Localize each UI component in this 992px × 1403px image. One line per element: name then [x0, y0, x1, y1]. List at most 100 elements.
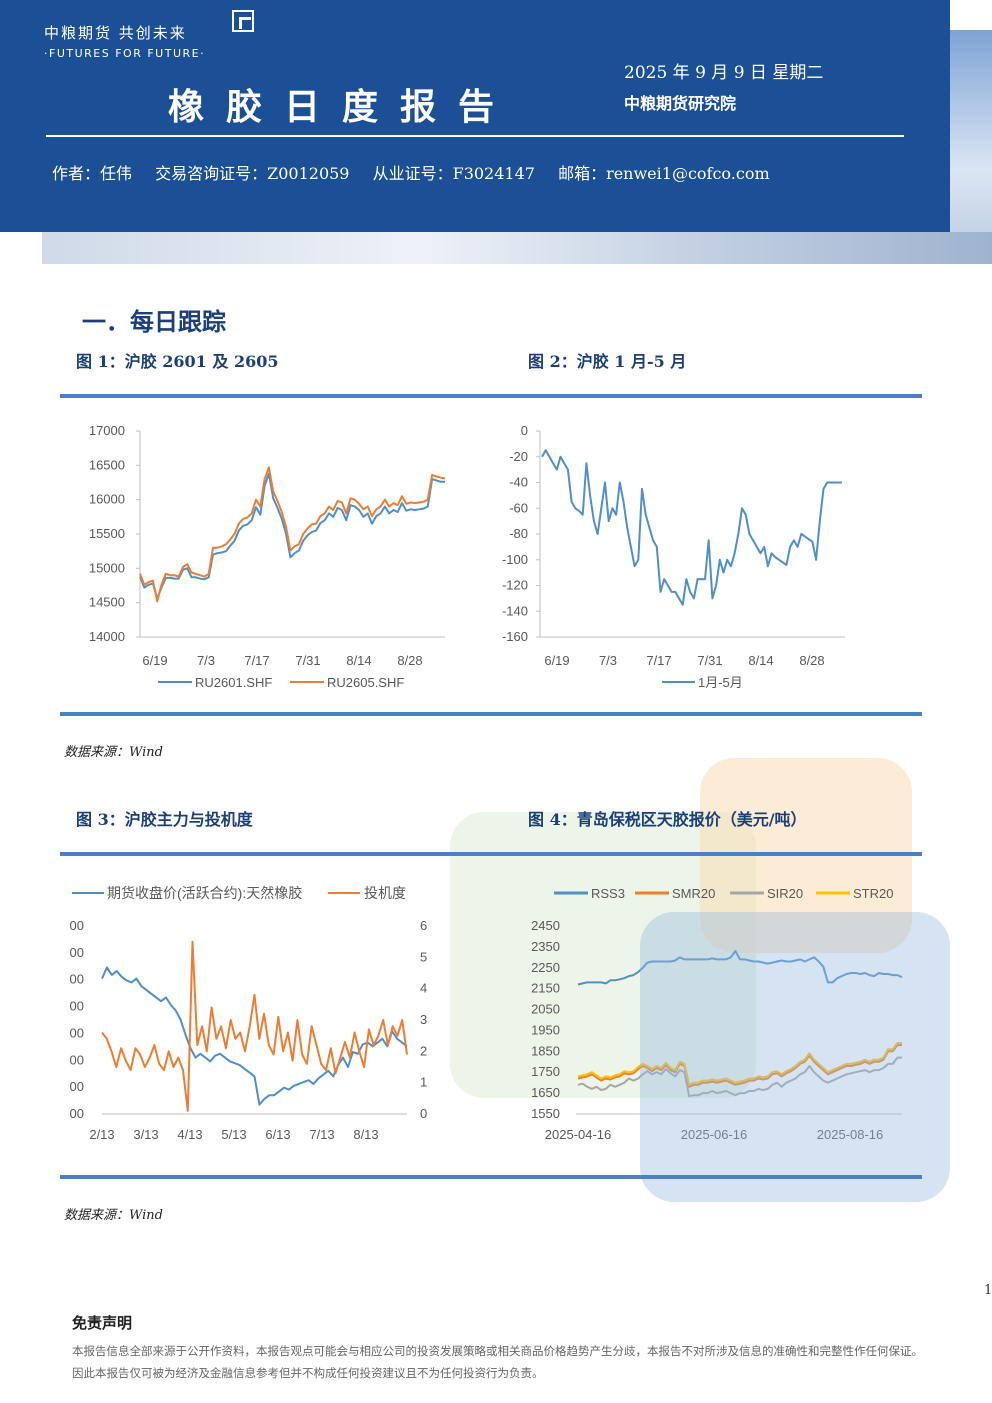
- x-tick-label: 4/13: [177, 1127, 202, 1142]
- y-tick-label: -60: [509, 500, 528, 515]
- figure-3-title: 图 3：沪胶主力与投机度: [76, 810, 253, 829]
- y-tick-label: 1850: [531, 1043, 560, 1058]
- left-y-tick-label: 00: [70, 1052, 84, 1067]
- x-tick-label: 2025-06-16: [681, 1127, 748, 1142]
- right-y-tick-label: 3: [420, 1012, 427, 1027]
- y-tick-label: 1650: [531, 1085, 560, 1100]
- x-tick-label: 7/13: [309, 1127, 334, 1142]
- data-source-note-2: 数据来源：Wind: [64, 1208, 163, 1223]
- x-tick-label: 8/14: [346, 653, 371, 668]
- x-tick-label: 8/28: [799, 653, 824, 668]
- header-decor-strip: [950, 30, 992, 264]
- x-tick-label: 7/31: [295, 653, 320, 668]
- legend-label: 1月-5月: [698, 675, 743, 690]
- y-tick-label: 1950: [531, 1022, 560, 1037]
- y-tick-label: 2150: [531, 981, 560, 996]
- figure-1-title: 图 1：沪胶 2601 及 2605: [76, 352, 279, 371]
- figure-top-rule: [60, 394, 922, 398]
- y-tick-label: 15500: [89, 526, 125, 541]
- author-email[interactable]: 邮箱：renwei1@cofco.com: [558, 164, 770, 183]
- y-tick-label: -80: [509, 526, 528, 541]
- legend-label: RU2605.SHF: [327, 675, 404, 690]
- figure-4-title: 图 4：青岛保税区天胶报价（美元/吨）: [528, 810, 807, 829]
- y-tick-label: 1550: [531, 1106, 560, 1121]
- series-line-1月-5月: [541, 449, 842, 606]
- practice-number: 从业证号：F3024147: [372, 164, 535, 183]
- left-y-tick-label: 00: [70, 1079, 84, 1094]
- y-tick-label: -140: [502, 603, 528, 618]
- y-tick-label: -20: [509, 449, 528, 464]
- legend-label: RU2601.SHF: [195, 675, 272, 690]
- y-tick-label: 16500: [89, 457, 125, 472]
- y-tick-label: 2350: [531, 939, 560, 954]
- figure-bottom-rule-2: [60, 1175, 922, 1179]
- y-tick-label: 17000: [89, 423, 125, 438]
- chart-jan-may-spread: 0 -20 -40 -60 -80 -100 -120 -140 -160 6/19 7/3 7/17…: [502, 423, 845, 690]
- y-tick-label: -100: [502, 552, 528, 567]
- disclaimer-title: 免责声明: [72, 1314, 133, 1332]
- x-tick-label: 2025-08-16: [817, 1127, 884, 1142]
- right-y-tick-label: 0: [420, 1106, 427, 1121]
- series-line-STR20: [577, 1042, 902, 1086]
- y-tick-label: 2250: [531, 960, 560, 975]
- x-tick-label: 7/17: [244, 653, 269, 668]
- x-tick-label: 6/19: [142, 653, 167, 668]
- left-y-tick-label: 00: [70, 918, 84, 933]
- section-title: 一．每日跟踪: [82, 307, 226, 336]
- series-line-SMR20: [577, 1044, 902, 1088]
- series-line-speculation: [101, 940, 408, 1112]
- report-org: 中粮期货研究院: [624, 94, 737, 113]
- decor-block-blue: [640, 912, 950, 1202]
- y-tick-label: 14000: [89, 629, 125, 644]
- x-tick-label: 8/28: [397, 653, 422, 668]
- figure-top-rule-2: [60, 852, 922, 856]
- x-tick-label: 8/13: [353, 1127, 378, 1142]
- y-tick-label: 15000: [89, 560, 125, 575]
- y-tick-label: 1750: [531, 1064, 560, 1079]
- y-tick-label: 16000: [89, 492, 125, 507]
- left-y-tick-label: 00: [70, 945, 84, 960]
- right-y-tick-label: 4: [420, 981, 427, 996]
- logo-name: 中粮期货 共创未来: [44, 24, 187, 42]
- x-tick-label: 2/13: [89, 1127, 114, 1142]
- x-tick-label: 3/13: [133, 1127, 158, 1142]
- x-tick-label: 6/13: [265, 1127, 290, 1142]
- x-tick-label: 7/31: [697, 653, 722, 668]
- report-title: 橡胶日度报告: [168, 86, 517, 128]
- y-tick-label: -40: [509, 475, 528, 490]
- x-tick-label: 6/19: [544, 653, 569, 668]
- company-logo: 中粮期货 共创未来 ·FUTURES FOR FUTURE·: [44, 22, 205, 60]
- y-tick-label: 2450: [531, 918, 560, 933]
- logo-mark-icon: [232, 10, 254, 32]
- chart-ru2601-ru2605: 14000 14500 15000 15500 16000 16500 17000 6/19 7…: [89, 423, 446, 690]
- x-tick-label: 2025-04-16: [545, 1127, 612, 1142]
- series-line-RU2605.SHF: [139, 466, 446, 603]
- legend-label: STR20: [853, 886, 893, 901]
- x-tick-label: 7/17: [646, 653, 671, 668]
- figure-2-title: 图 2：沪胶 1 月-5 月: [528, 352, 687, 371]
- right-y-tick-label: 2: [420, 1043, 427, 1058]
- x-tick-label: 7/3: [599, 653, 617, 668]
- data-source-note: 数据来源：Wind: [64, 745, 163, 760]
- y-tick-label: -120: [502, 578, 528, 593]
- x-tick-label: 7/3: [197, 653, 215, 668]
- x-tick-label: 5/13: [221, 1127, 246, 1142]
- header-banner: 中粮期货 共创未来 ·FUTURES FOR FUTURE· 橡胶日度报告 20…: [0, 0, 950, 232]
- y-tick-label: 0: [521, 423, 528, 438]
- disclaimer-text: 本报告信息全部来源于公开作资料，本报告观点可能会与相应公司的投资发展策略或相关商…: [72, 1344, 923, 1380]
- left-y-tick-label: 00: [70, 1106, 84, 1121]
- series-line-RSS3: [577, 950, 903, 986]
- legend-label: SIR20: [767, 886, 803, 901]
- y-tick-label: -160: [502, 629, 528, 644]
- report-date: 2025 年 9 月 9 日 星期二: [624, 63, 824, 83]
- page-number: 1: [984, 1283, 992, 1298]
- author-name: 作者：任伟: [52, 164, 133, 183]
- legend-label: SMR20: [672, 886, 715, 901]
- left-y-tick-label: 00: [70, 1025, 84, 1040]
- figure-bottom-rule: [60, 712, 922, 716]
- series-line-SIR20: [577, 1056, 902, 1098]
- legend-label: 期货收盘价(活跃合约):天然橡胶: [107, 885, 302, 901]
- y-tick-label: 2050: [531, 1002, 560, 1017]
- series-line-main-contract: [101, 966, 408, 1106]
- left-y-tick-label: 00: [70, 999, 84, 1014]
